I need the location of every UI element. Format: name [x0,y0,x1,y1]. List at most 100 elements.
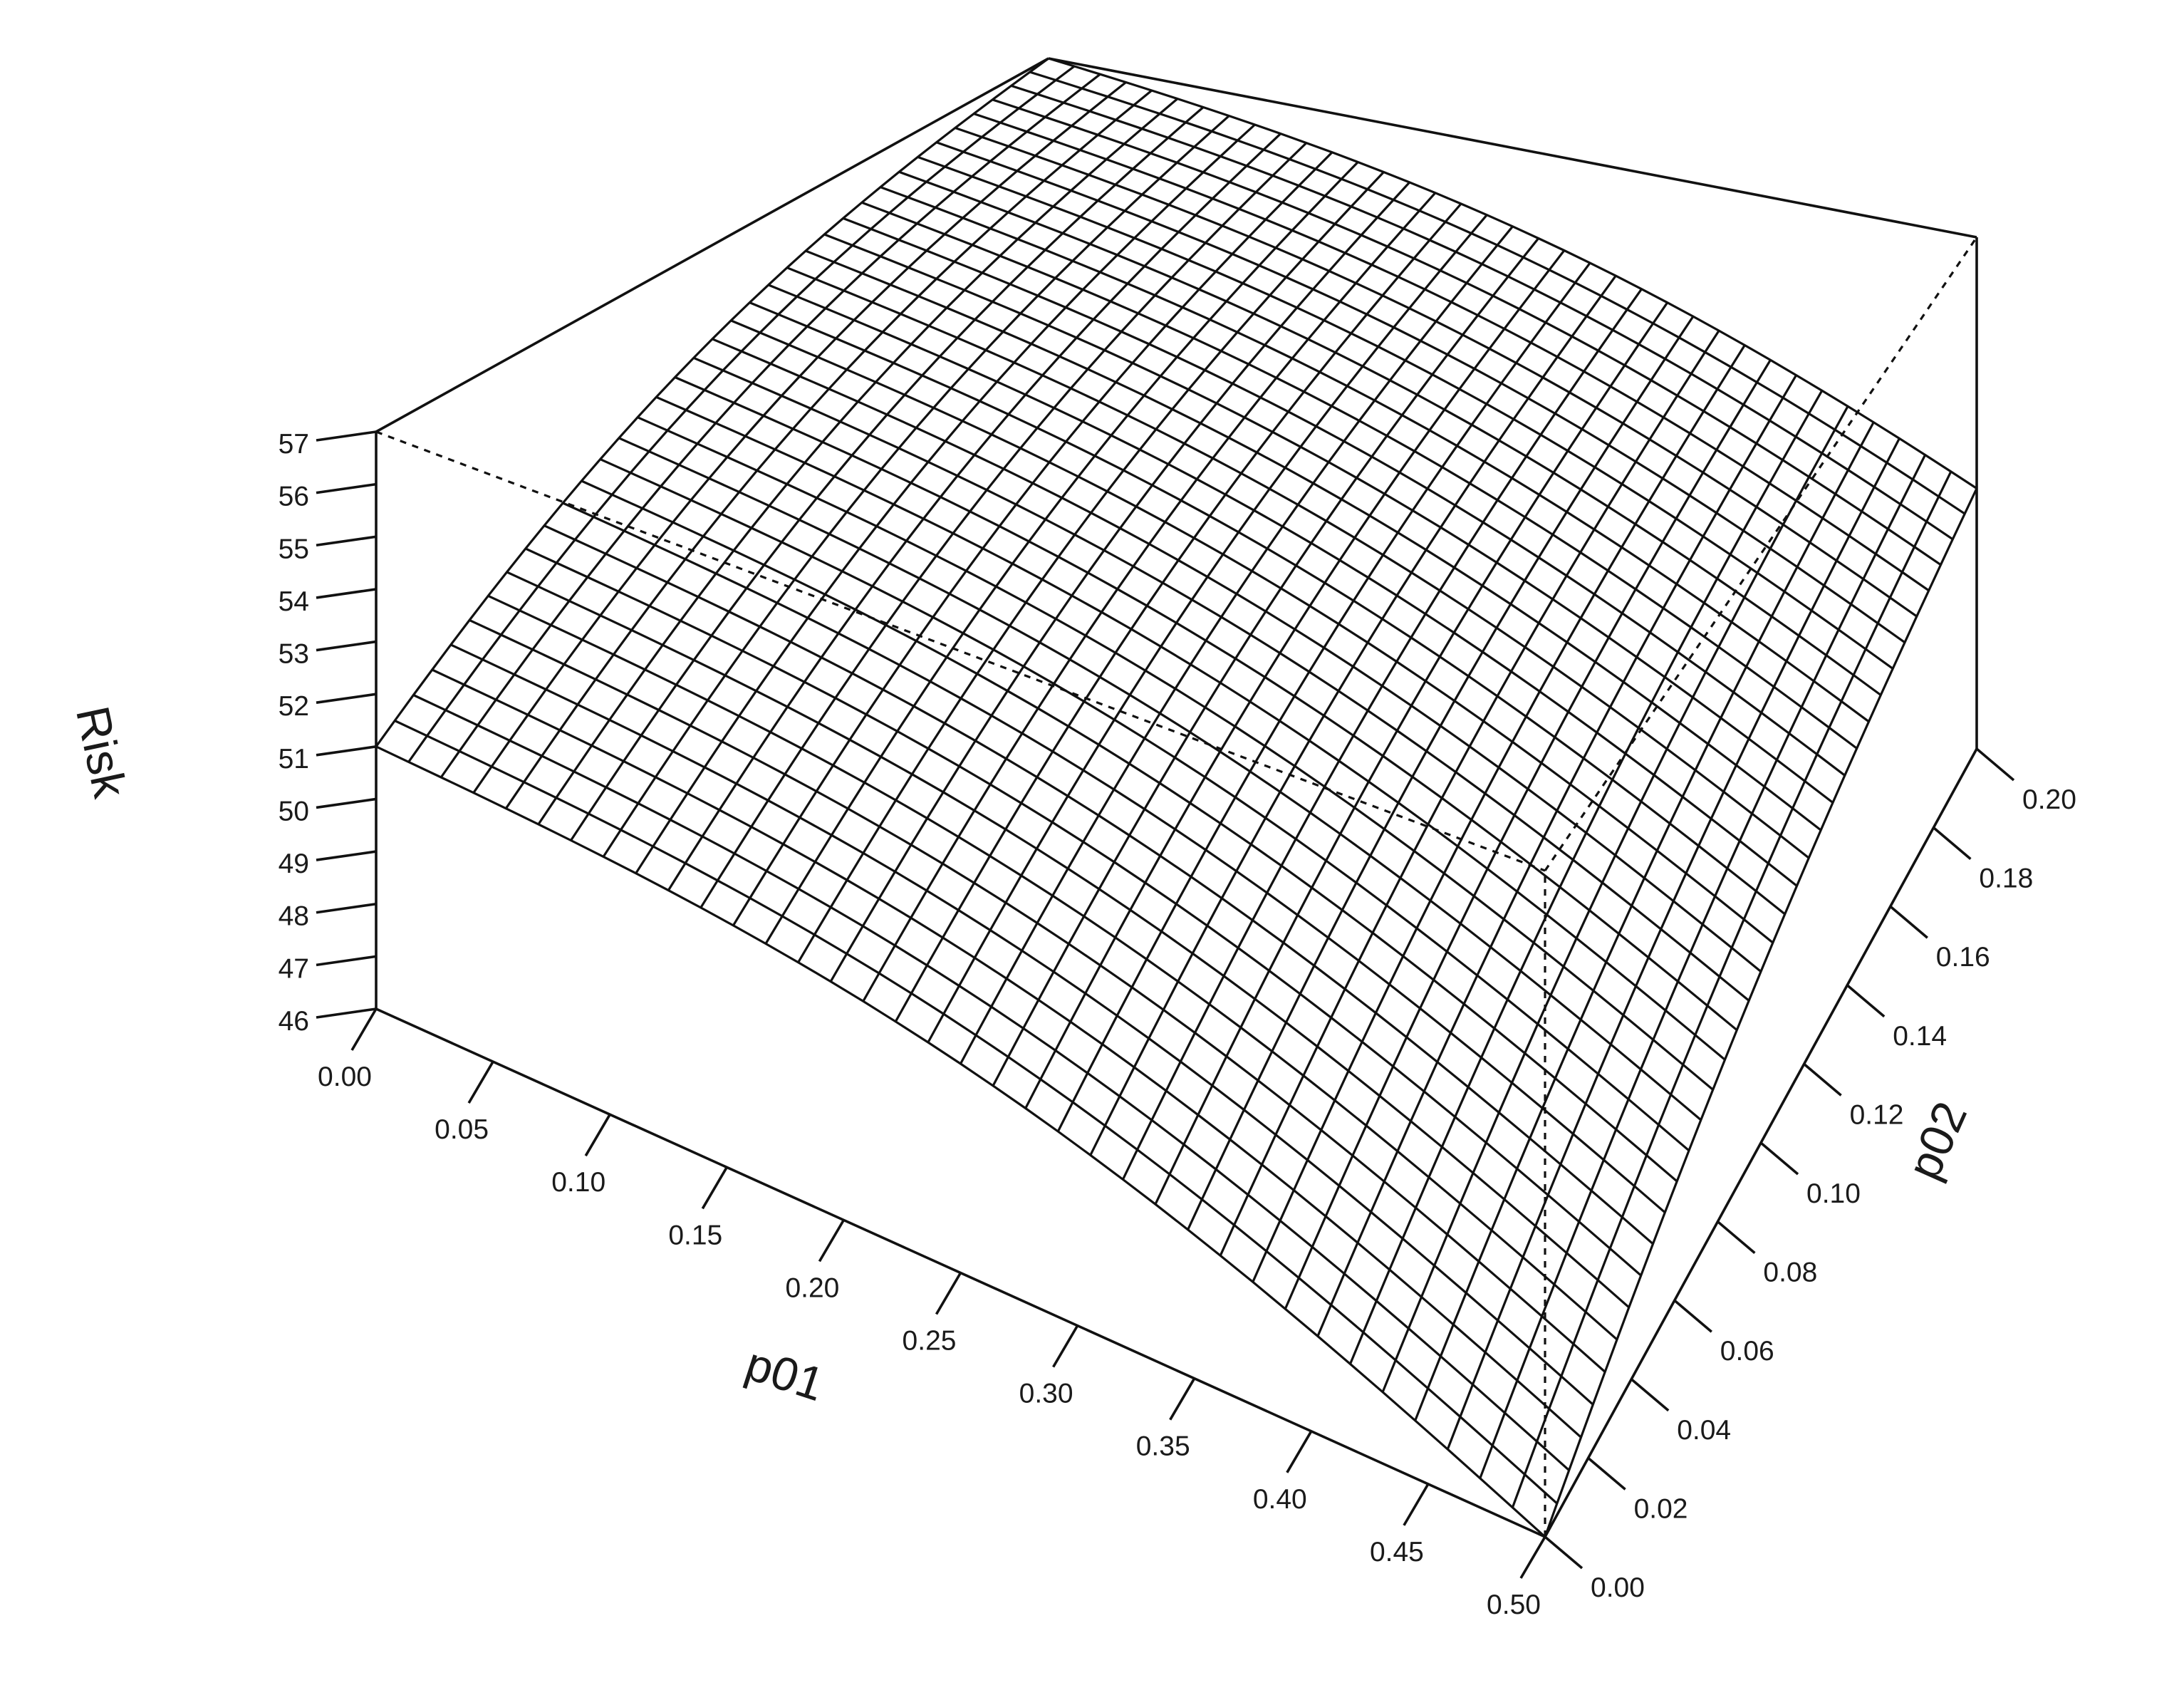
p01-tick [584,1114,611,1157]
risk-tick [316,430,377,442]
p01-tick [935,1272,962,1315]
surface-line [635,123,1256,874]
risk-axis: 46 47 48 49 50 51 52 53 54 55 56 57 [279,429,377,1037]
risk-tick [316,955,377,967]
surface-line [525,547,1642,1277]
surface-line [537,98,1179,825]
surface-mesh [375,57,1978,1538]
p01-tick [1519,1536,1546,1579]
p02-tick [1673,1299,1712,1333]
p01-tick-label: 0.25 [903,1326,957,1357]
p02-tick-label: 0.16 [1936,942,1990,973]
p02-tick [1759,1141,1799,1176]
surface-line [1121,288,1643,1181]
p02-tick-label: 0.08 [1763,1258,1817,1288]
risk-tick [316,588,377,599]
surface-line [1544,487,1978,1538]
p01-tick-label: 0.40 [1253,1484,1307,1515]
p02-tick-label: 0.12 [1850,1099,1904,1130]
p01-tick-label: 0.50 [1487,1590,1541,1620]
p01-tick-label: 0.35 [1136,1431,1190,1462]
risk-axis-label: Risk [66,702,137,803]
p02-tick [1803,1063,1842,1097]
surface-line [862,192,1437,1002]
p02-tick-label: 0.02 [1634,1493,1688,1524]
surface-line [1479,454,1927,1479]
p01-axis: 0.00 0.05 0.10 0.15 0.20 0.25 0.30 0.35 0.40 0.45… [318,1008,1546,1620]
p01-tick [1286,1430,1313,1473]
surface-line [992,237,1539,1087]
p01-tick-label: 0.30 [1019,1379,1073,1409]
p01-tick [1403,1483,1430,1526]
surface-line [602,115,1230,858]
risk-tick [316,745,377,757]
risk-tick-label: 50 [279,796,309,826]
surface-line [667,133,1281,891]
risk-tick [316,1007,377,1019]
p01-tick-label: 0.10 [551,1167,605,1198]
p01-axis-label: p01 [739,1337,831,1411]
surface-line [469,618,1606,1373]
surface-line [655,395,1726,1061]
p01-tick [1169,1377,1196,1421]
risk-tick [316,693,377,704]
risk-tick-label: 53 [279,639,309,670]
surface-line [1284,359,1772,1310]
risk-tick-label: 54 [279,586,309,617]
p02-tick [1846,984,1886,1018]
surface-line [1381,405,1849,1393]
surface-line [407,65,1076,763]
p02-tick-label: 0.10 [1806,1178,1861,1209]
p01-tick [818,1219,845,1263]
surface-line [1414,421,1875,1421]
risk-tick-label: 51 [279,744,309,774]
p02-tick-label: 0.18 [1979,864,2033,894]
surface-line [506,571,1630,1309]
p02-tick-label: 0.14 [1893,1021,1947,1052]
p02-tick [1975,747,2015,782]
p02-tick [1631,1378,1670,1412]
p02-axis-label: p02 [1897,1094,1977,1187]
risk-tick [316,850,377,861]
surface-line [394,720,1558,1505]
surface-line [1446,437,1900,1450]
p02-axis: 0.00 0.02 0.04 0.06 0.08 0.10 0.12 0.14 0.16 0.18… [1544,747,2076,1603]
surface-line [1056,262,1591,1132]
surface-line [412,694,1570,1471]
surface-line [764,161,1359,945]
surface-line [1024,249,1566,1109]
p01-tick [701,1166,728,1210]
surface-line [1154,301,1669,1205]
risk-tick [316,640,377,652]
p02-tick-label: 0.04 [1677,1415,1731,1446]
surface-line [472,81,1127,794]
p01-tick-label: 0.45 [1370,1537,1424,1567]
p02-tick [1587,1457,1626,1491]
risk-tick-label: 55 [279,534,309,564]
p01-tick-label: 0.15 [668,1220,722,1250]
p01-tick-label: 0.00 [318,1062,372,1092]
surface-line [375,745,1546,1538]
surface-line [504,89,1153,809]
risk-tick [316,797,377,809]
risk-tick-label: 57 [279,429,309,460]
surface-line [927,214,1488,1043]
p02-tick [1717,1220,1756,1254]
surface-line [797,171,1385,963]
surface-line [1252,344,1746,1282]
box-edge [1048,57,1977,239]
p02-tick [1889,905,1928,939]
surface-line [1089,275,1617,1156]
surface-line [894,202,1462,1022]
p02-tick-label: 0.20 [2022,784,2076,815]
surface-line [700,142,1308,908]
risk-tick [316,902,377,914]
surface-line [732,151,1333,926]
surface-line [375,57,1049,747]
p01-tick [1052,1325,1079,1368]
surface-line [440,73,1101,778]
risk-tick-label: 52 [279,691,309,722]
surface-line [829,181,1410,983]
risk-tick-label: 49 [279,849,309,879]
